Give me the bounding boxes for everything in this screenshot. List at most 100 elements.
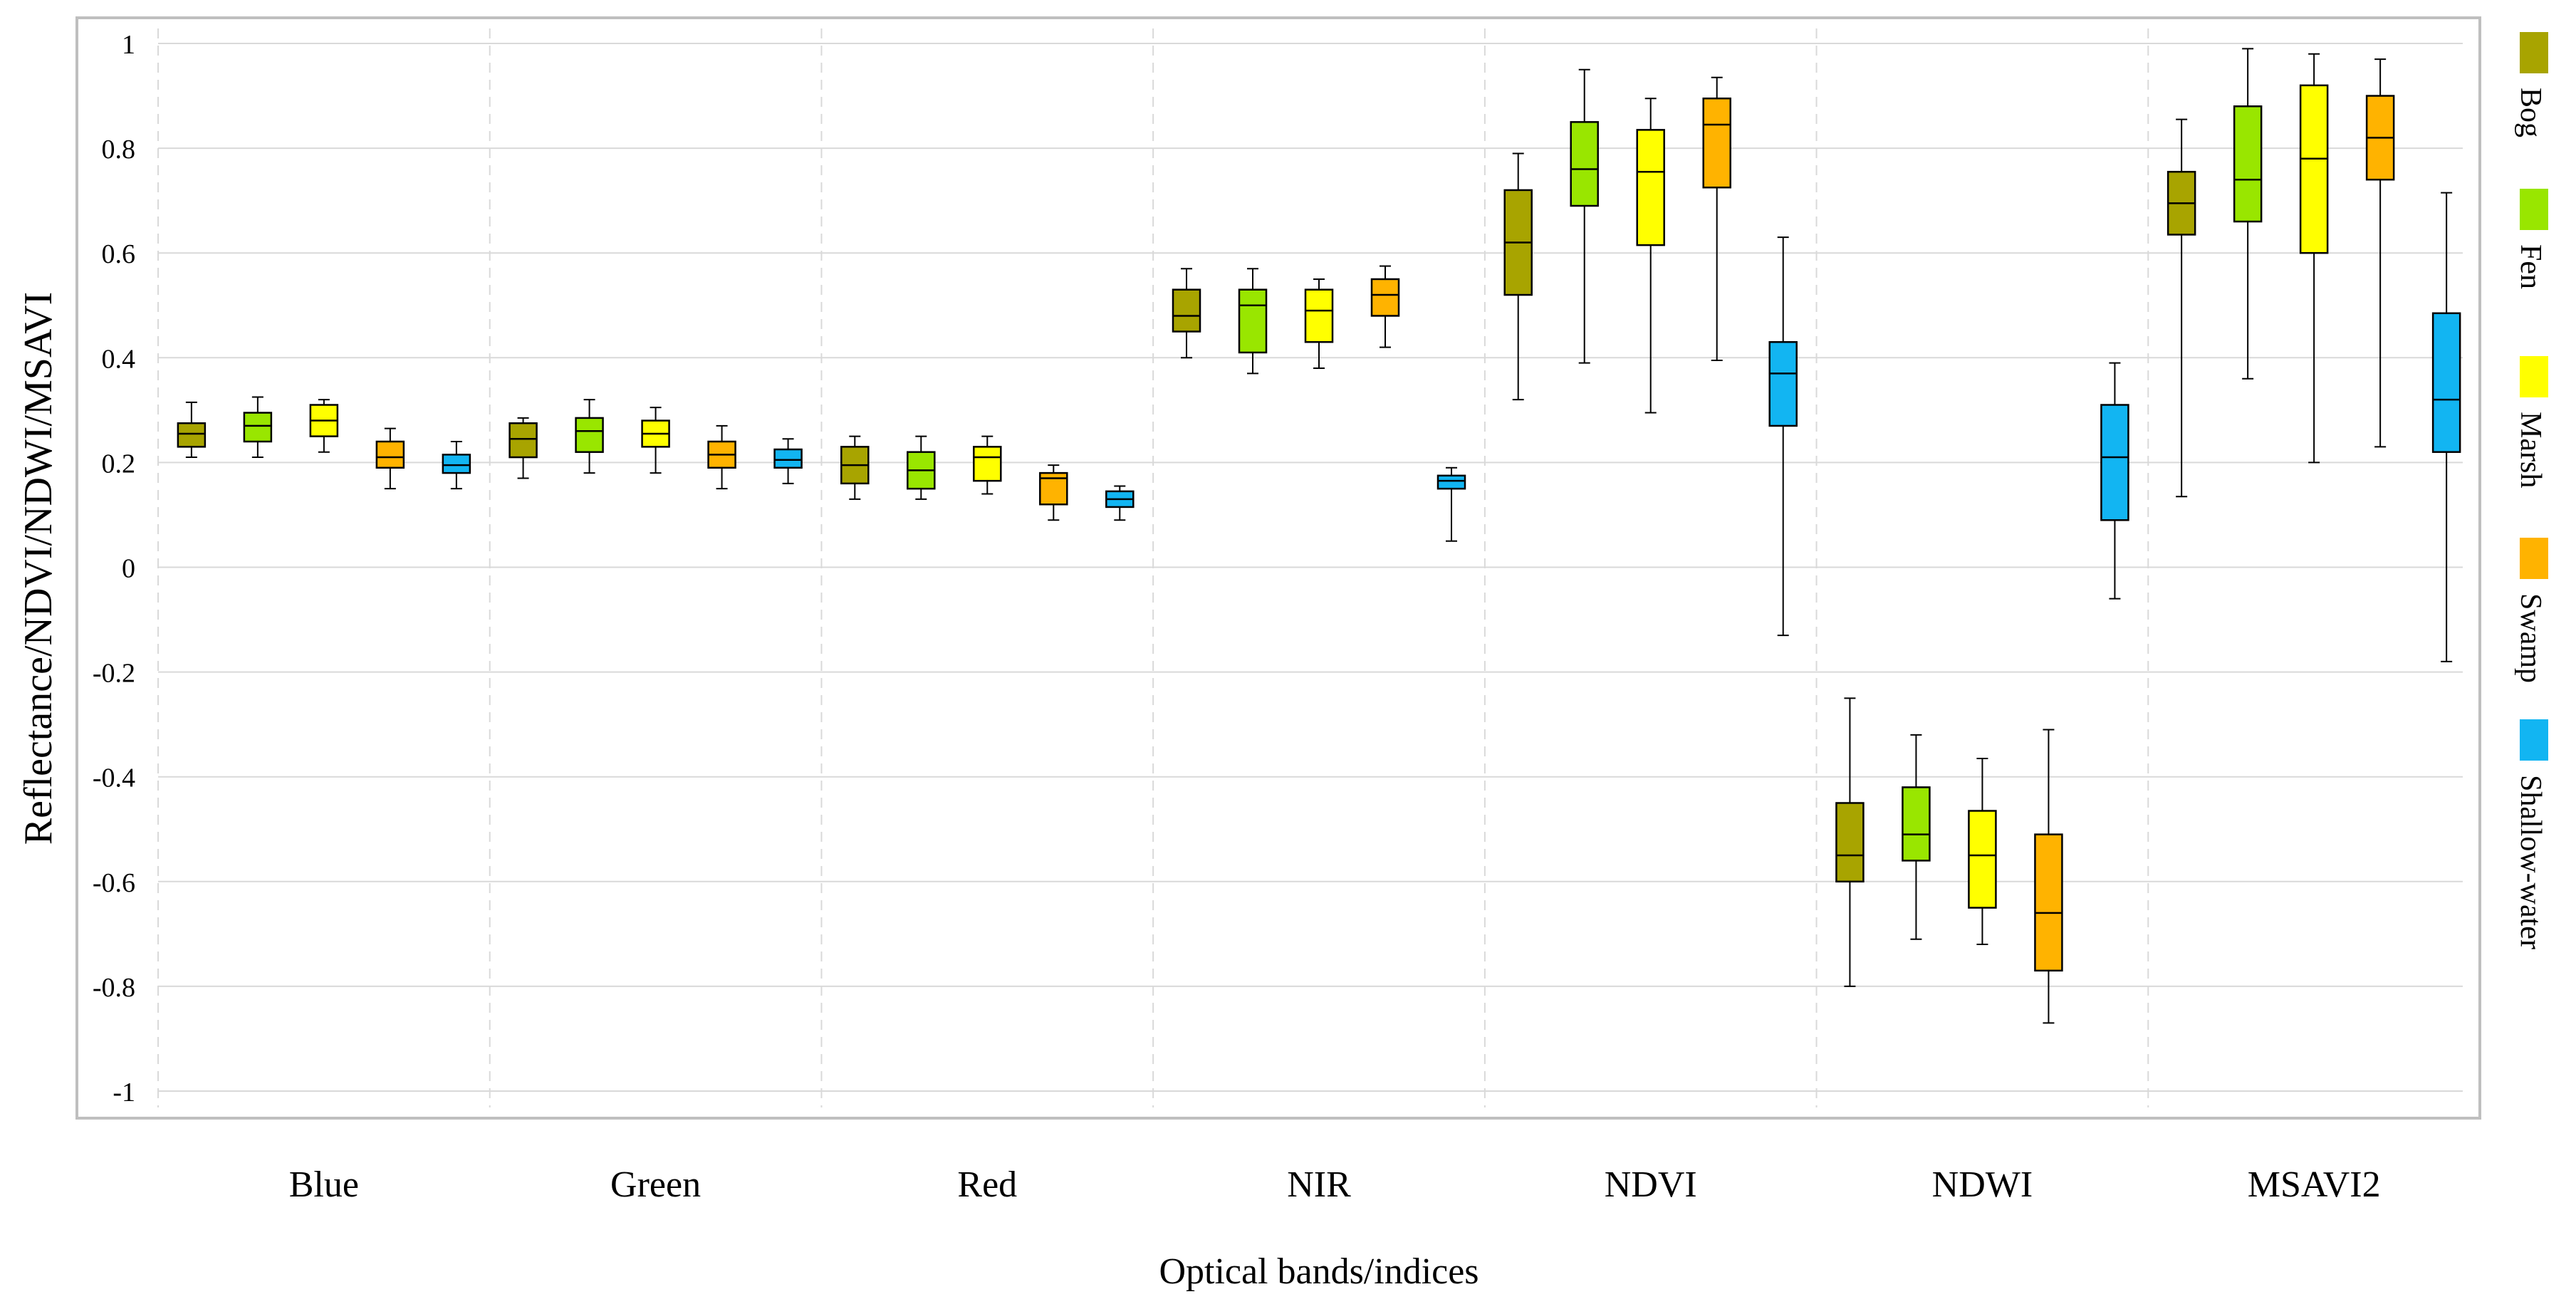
box-shallow-water-ndwi <box>2100 362 2129 600</box>
y-axis-title: Reflectance/NDVI/NDWI/MSAVI <box>16 292 61 845</box>
legend-label: Fen <box>2514 244 2547 289</box>
box-iqr <box>973 446 1002 482</box>
box-shallow-water-red <box>1105 485 1135 521</box>
legend-item-swamp: Swamp <box>2514 538 2548 683</box>
x-axis-title: Optical bands/indices <box>1159 1251 1479 1292</box>
box-layer <box>177 48 2461 1024</box>
box-bog-green <box>509 417 538 479</box>
box-iqr <box>509 422 538 459</box>
box-fen-ndvi <box>1570 68 1599 364</box>
box-bog-msavi2 <box>2166 118 2196 498</box>
box-marsh-ndwi <box>1968 757 1997 946</box>
box-bog-ndvi <box>1503 152 1533 401</box>
legend-swatch <box>2520 538 2548 579</box>
y-tick-label: -0.4 <box>93 763 135 793</box>
box-iqr <box>575 417 604 453</box>
legend-label: Swamp <box>2514 593 2547 683</box>
box-swamp-blue <box>375 427 405 490</box>
y-tick-label: 0.6 <box>102 239 136 269</box>
box-iqr <box>2100 404 2129 521</box>
y-tick-label: -0.2 <box>93 659 135 689</box>
box-bog-red <box>840 435 870 500</box>
box-shallow-water-green <box>773 438 803 484</box>
box-fen-msavi2 <box>2233 48 2263 380</box>
box-fen-ndwi <box>1902 734 1931 940</box>
y-tick-label: 1 <box>122 30 135 60</box>
box-marsh-blue <box>309 399 339 453</box>
box-shallow-water-msavi2 <box>2431 192 2461 662</box>
box-iqr <box>1570 121 1599 207</box>
legend-swatch <box>2520 32 2548 73</box>
grid-layer <box>157 28 2481 1107</box>
box-iqr <box>2299 84 2329 254</box>
box-swamp-nir <box>1370 265 1400 348</box>
box-shallow-water-ndvi <box>1768 236 1798 637</box>
y-axis-tick-labels: 1 0.8 0.6 0.4 0.2 0 -0.2 -0.4 -0.6 -0.8 -1 <box>93 30 135 1107</box>
box-fen-green <box>575 399 604 474</box>
box-iqr <box>1436 474 1466 490</box>
legend-label: Bog <box>2514 88 2547 137</box>
box-fen-nir <box>1238 268 1268 375</box>
box-swamp-ndvi <box>1702 76 1731 361</box>
y-tick-label: 0.4 <box>102 344 136 374</box>
box-iqr <box>442 454 471 474</box>
legend-label: Shallow-water <box>2514 775 2547 949</box>
x-tick-label: MSAVI2 <box>2248 1164 2381 1205</box>
y-tick-label: -0.6 <box>93 868 135 898</box>
x-tick-label: NIR <box>1287 1164 1351 1205</box>
x-tick-label: Blue <box>289 1164 359 1205</box>
box-iqr <box>1304 288 1334 343</box>
legend-item-fen: Fen <box>2514 189 2548 289</box>
box-shallow-water-blue <box>442 440 471 490</box>
legend-item-bog: Bog <box>2514 32 2548 137</box>
y-tick-label: -0.8 <box>93 973 135 1003</box>
box-marsh-msavi2 <box>2299 53 2329 464</box>
legend-swatch <box>2520 189 2548 230</box>
y-tick-label: 0 <box>122 554 135 584</box>
box-iqr <box>2233 105 2263 223</box>
x-tick-label: NDVI <box>1605 1164 1697 1205</box>
y-tick-label: 0.8 <box>102 135 136 165</box>
box-bog-ndwi <box>1835 697 1865 987</box>
legend-swatch <box>2520 356 2548 397</box>
legend-item-shallow-water: Shallow-water <box>2514 719 2548 949</box>
box-swamp-ndwi <box>2034 729 2063 1024</box>
legend-item-marsh: Marsh <box>2514 356 2548 488</box>
box-iqr <box>177 422 207 448</box>
box-shallow-water-nir <box>1436 466 1466 542</box>
y-tick-label: 0.2 <box>102 449 136 479</box>
box-iqr <box>243 412 273 443</box>
box-iqr <box>1768 340 1798 427</box>
box-iqr <box>2034 833 2063 972</box>
box-marsh-red <box>973 435 1002 495</box>
box-bog-blue <box>177 401 207 459</box>
legend: Bog Fen Marsh Swamp Shallow-water <box>2514 32 2548 949</box>
box-iqr <box>1902 786 1931 862</box>
box-fen-blue <box>243 396 273 459</box>
box-bog-nir <box>1172 268 1201 359</box>
legend-label: Marsh <box>2514 412 2547 488</box>
box-marsh-ndvi <box>1636 98 1665 414</box>
x-tick-label: Green <box>610 1164 701 1205</box>
box-iqr <box>375 440 405 469</box>
box-iqr <box>1370 278 1400 317</box>
box-iqr <box>1238 288 1268 354</box>
plot-area-border <box>75 16 2481 1120</box>
box-fen-red <box>907 435 936 500</box>
x-tick-label: NDWI <box>1932 1164 2033 1205</box>
box-marsh-nir <box>1304 278 1334 370</box>
x-tick-label: Red <box>957 1164 1017 1205</box>
box-iqr <box>1968 810 1997 909</box>
legend-swatch <box>2520 719 2548 761</box>
box-iqr <box>1172 288 1201 333</box>
box-iqr <box>1702 97 1731 189</box>
box-swamp-msavi2 <box>2365 58 2395 448</box>
box-iqr <box>773 448 803 469</box>
box-swamp-red <box>1039 464 1068 521</box>
x-axis-tick-labels: Blue Green Red NIR NDVI NDWI MSAVI2 <box>289 1164 2381 1205</box>
box-iqr <box>1636 129 1665 246</box>
box-swamp-green <box>707 424 736 490</box>
